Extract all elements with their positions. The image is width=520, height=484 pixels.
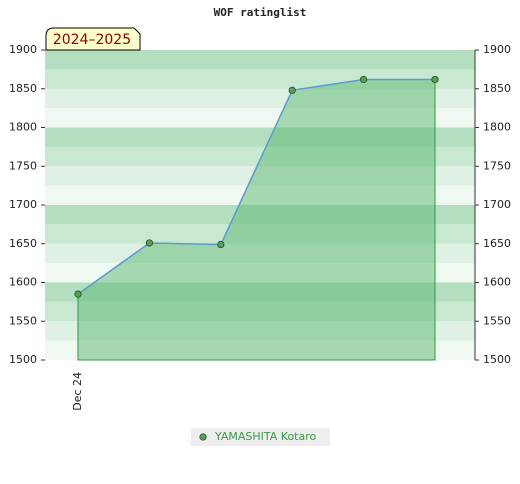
y2-tick-label: 1900	[483, 43, 511, 56]
y-tick-label: 1650	[9, 237, 37, 250]
y-tick-label: 1600	[9, 276, 37, 289]
y-tick-label: 1700	[9, 198, 37, 211]
y-tick-label: 1850	[9, 82, 37, 95]
y-tick-label: 1500	[9, 353, 37, 366]
y-tick-label: 1550	[9, 314, 37, 327]
point	[217, 240, 225, 249]
legend-box	[191, 428, 330, 446]
y-tick-label: 1750	[9, 159, 37, 172]
line	[77, 78, 435, 295]
y2-tick-label: 1650	[483, 237, 511, 250]
y2-tick-label: 1750	[483, 159, 511, 172]
y2-tick-label: 1600	[483, 276, 511, 289]
legend-marker	[199, 433, 207, 441]
y2-tick-label: 1800	[483, 121, 511, 134]
y-tick-label: 1900	[9, 43, 37, 56]
point	[74, 290, 82, 298]
annotation-box	[45, 27, 141, 51]
y-tick-label: 1800	[9, 121, 37, 134]
y2-tick-label: 1700	[483, 198, 511, 211]
point	[431, 75, 439, 84]
x-tick-label: Dec 24	[71, 372, 84, 411]
point	[145, 239, 153, 247]
background-stripe	[45, 50, 475, 70]
y2-tick-label: 1550	[483, 314, 511, 327]
legend-label: YAMASHITA Kotaro	[214, 430, 317, 443]
chart-title: WOF ratinglist	[214, 6, 307, 19]
y2-tick-label: 1850	[483, 82, 511, 95]
annotation: 2024–2025	[53, 32, 131, 48]
point	[288, 86, 296, 94]
point	[359, 75, 368, 84]
y2-tick-label: 1500	[483, 353, 511, 366]
